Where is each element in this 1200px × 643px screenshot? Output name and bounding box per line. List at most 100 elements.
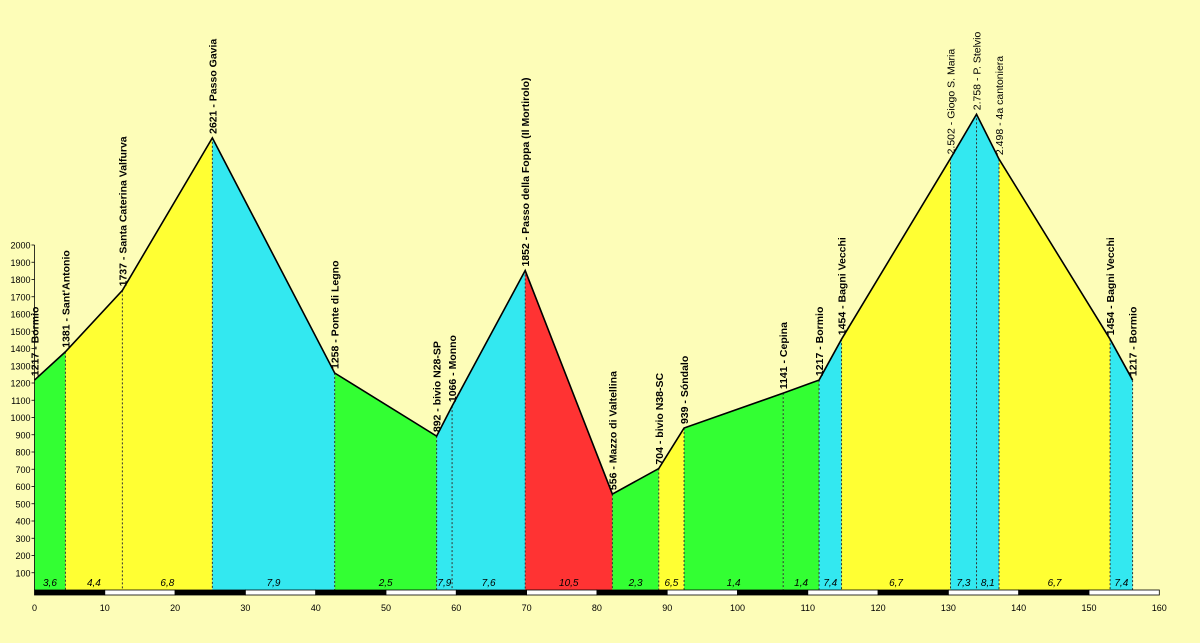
scale-block-40 [315, 589, 387, 596]
point-label-9: 704 - bivio N38-SC [654, 373, 666, 465]
point-label-13: 1454 - Bagni Vecchi [837, 237, 849, 335]
scale-block-150 [1088, 589, 1160, 596]
segment-fill-15 [976, 114, 1000, 591]
point-label-2: 1737 - Santa Caterina Valfurva [117, 136, 129, 286]
x-tick-label-160: 160 [1152, 603, 1167, 613]
point-label-0: 1217 - Bormio [30, 307, 42, 376]
gradient-label-2: 6,8 [160, 578, 174, 589]
y-tick-label-600: 600 [15, 482, 30, 492]
segment-fill-13 [841, 158, 951, 590]
scale-block-100 [737, 589, 809, 596]
point-label-16: 2.498 - 4a cantoniera [994, 56, 1006, 155]
gradient-label-14: 7,3 [957, 578, 971, 589]
y-tick-label-1200: 1200 [10, 379, 30, 389]
segment-fill-12 [819, 339, 842, 590]
point-label-3: 2621 - Passo Gavia [207, 39, 219, 134]
scale-block-120 [877, 589, 949, 596]
y-tick-label-900: 900 [15, 430, 30, 440]
point-label-17: 1454 - Bagni Vecchi [1105, 237, 1117, 335]
x-tick-label-150: 150 [1081, 603, 1096, 613]
segment-fill-17 [1110, 339, 1133, 590]
x-tick-label-140: 140 [1011, 603, 1026, 613]
y-tick-label-1600: 1600 [10, 310, 30, 320]
y-tick-label-1400: 1400 [10, 344, 30, 354]
segment-fill-4 [334, 372, 437, 590]
gradient-label-4: 2,5 [378, 578, 393, 589]
x-tick-label-0: 0 [32, 603, 37, 613]
point-label-8: 556 - Mazzo di Valtellina [607, 371, 619, 490]
segment-fill-3 [212, 137, 335, 590]
y-tick-label-700: 700 [15, 465, 30, 475]
x-tick-label-110: 110 [801, 603, 815, 613]
segment-fill-9 [658, 428, 685, 590]
y-tick-label-200: 200 [15, 551, 30, 561]
scale-block-70 [526, 589, 598, 596]
point-label-6: 1066 - Monno [447, 335, 459, 402]
y-tick-label-800: 800 [15, 448, 30, 458]
scale-block-20 [174, 589, 246, 596]
x-tick-label-70: 70 [522, 603, 532, 613]
point-label-4: 1258 - Ponte di Legno [330, 260, 342, 369]
gradient-label-7: 10,5 [559, 578, 579, 589]
gradient-label-11: 1,4 [794, 578, 808, 589]
y-tick-label-1500: 1500 [10, 327, 30, 337]
point-label-15: 2.758 - P. Stelvio [972, 31, 984, 110]
segment-fill-6 [452, 270, 526, 590]
point-label-11: 1141 - Cepina [778, 322, 790, 389]
point-label-18: 1217 - Bormio [1128, 307, 1140, 376]
y-tick-label-1800: 1800 [10, 275, 30, 285]
gradient-label-0: 3,6 [43, 578, 57, 589]
scale-block-140 [1018, 589, 1090, 596]
y-axis: 100 200 300 400 500 600 700 800 900 1000 1100 1200 1… [10, 241, 35, 590]
point-label-5: 892 - bivio N28-SP [432, 341, 444, 432]
y-tick-label-1700: 1700 [10, 292, 30, 302]
gradient-label-1: 4,4 [87, 578, 101, 589]
point-label-14: 2.502 - Giogo S. Maria [946, 49, 958, 155]
profile-dividers [64, 114, 1134, 590]
y-tick-label-300: 300 [15, 534, 30, 544]
gradient-label-9: 6,5 [664, 578, 678, 589]
x-tick-label-80: 80 [592, 603, 602, 613]
scale-block-80 [596, 589, 668, 596]
scale-block-10 [104, 589, 176, 596]
x-tick-label-120: 120 [871, 603, 886, 613]
scale-block-130 [948, 589, 1020, 596]
scale-block-30 [244, 589, 317, 596]
y-tick-label-1000: 1000 [10, 413, 30, 423]
x-tick-label-20: 20 [170, 603, 180, 613]
segment-fill-11 [783, 380, 820, 590]
x-tick-label-100: 100 [730, 603, 745, 613]
profile-outline [33, 112, 1134, 496]
gradient-label-8: 2,3 [628, 578, 643, 589]
gradient-label-17: 7,4 [1114, 578, 1128, 589]
point-label-1: 1381 - Sant'Antonio [60, 250, 72, 348]
gradient-label-12: 7,4 [823, 578, 837, 589]
gradient-label-13: 6,7 [889, 578, 903, 589]
segment-fill-16 [999, 159, 1111, 590]
x-axis: 0 10 20 30 40 50 60 70 80 90 100 110 120 130 140 150 160 [32, 603, 1167, 613]
segment-fill-14 [950, 114, 977, 591]
gradient-label-3: 7,9 [267, 578, 281, 589]
scale-block-110 [807, 589, 879, 596]
gradient-label-10: 1,4 [727, 578, 741, 589]
segment-fill-1 [65, 290, 123, 590]
point-label-12: 1217 - Bormio [814, 307, 826, 376]
x-tick-label-50: 50 [381, 603, 391, 613]
y-tick-label-2000: 2000 [10, 241, 30, 251]
y-tick-label-500: 500 [15, 499, 30, 509]
x-tick-label-10: 10 [100, 603, 110, 613]
scale-block-90 [666, 589, 738, 596]
gradient-labels: 3,6 4,4 6,8 7,9 2,5 7,9 7,6 10,5 2,3 6,5 1,4 1,4 7,4… [43, 578, 1129, 589]
profile-fills [34, 114, 1133, 591]
y-tick-label-1900: 1900 [10, 258, 30, 268]
segment-fill-2 [122, 137, 213, 590]
segment-fill-10 [684, 393, 784, 590]
segment-fill-5 [436, 406, 453, 590]
x-tick-label-30: 30 [240, 603, 250, 613]
segment-fill-7 [525, 270, 613, 590]
y-tick-label-400: 400 [15, 517, 30, 527]
x-tick-label-130: 130 [941, 603, 956, 613]
x-tick-label-90: 90 [662, 603, 672, 613]
x-tick-label-40: 40 [311, 603, 321, 613]
